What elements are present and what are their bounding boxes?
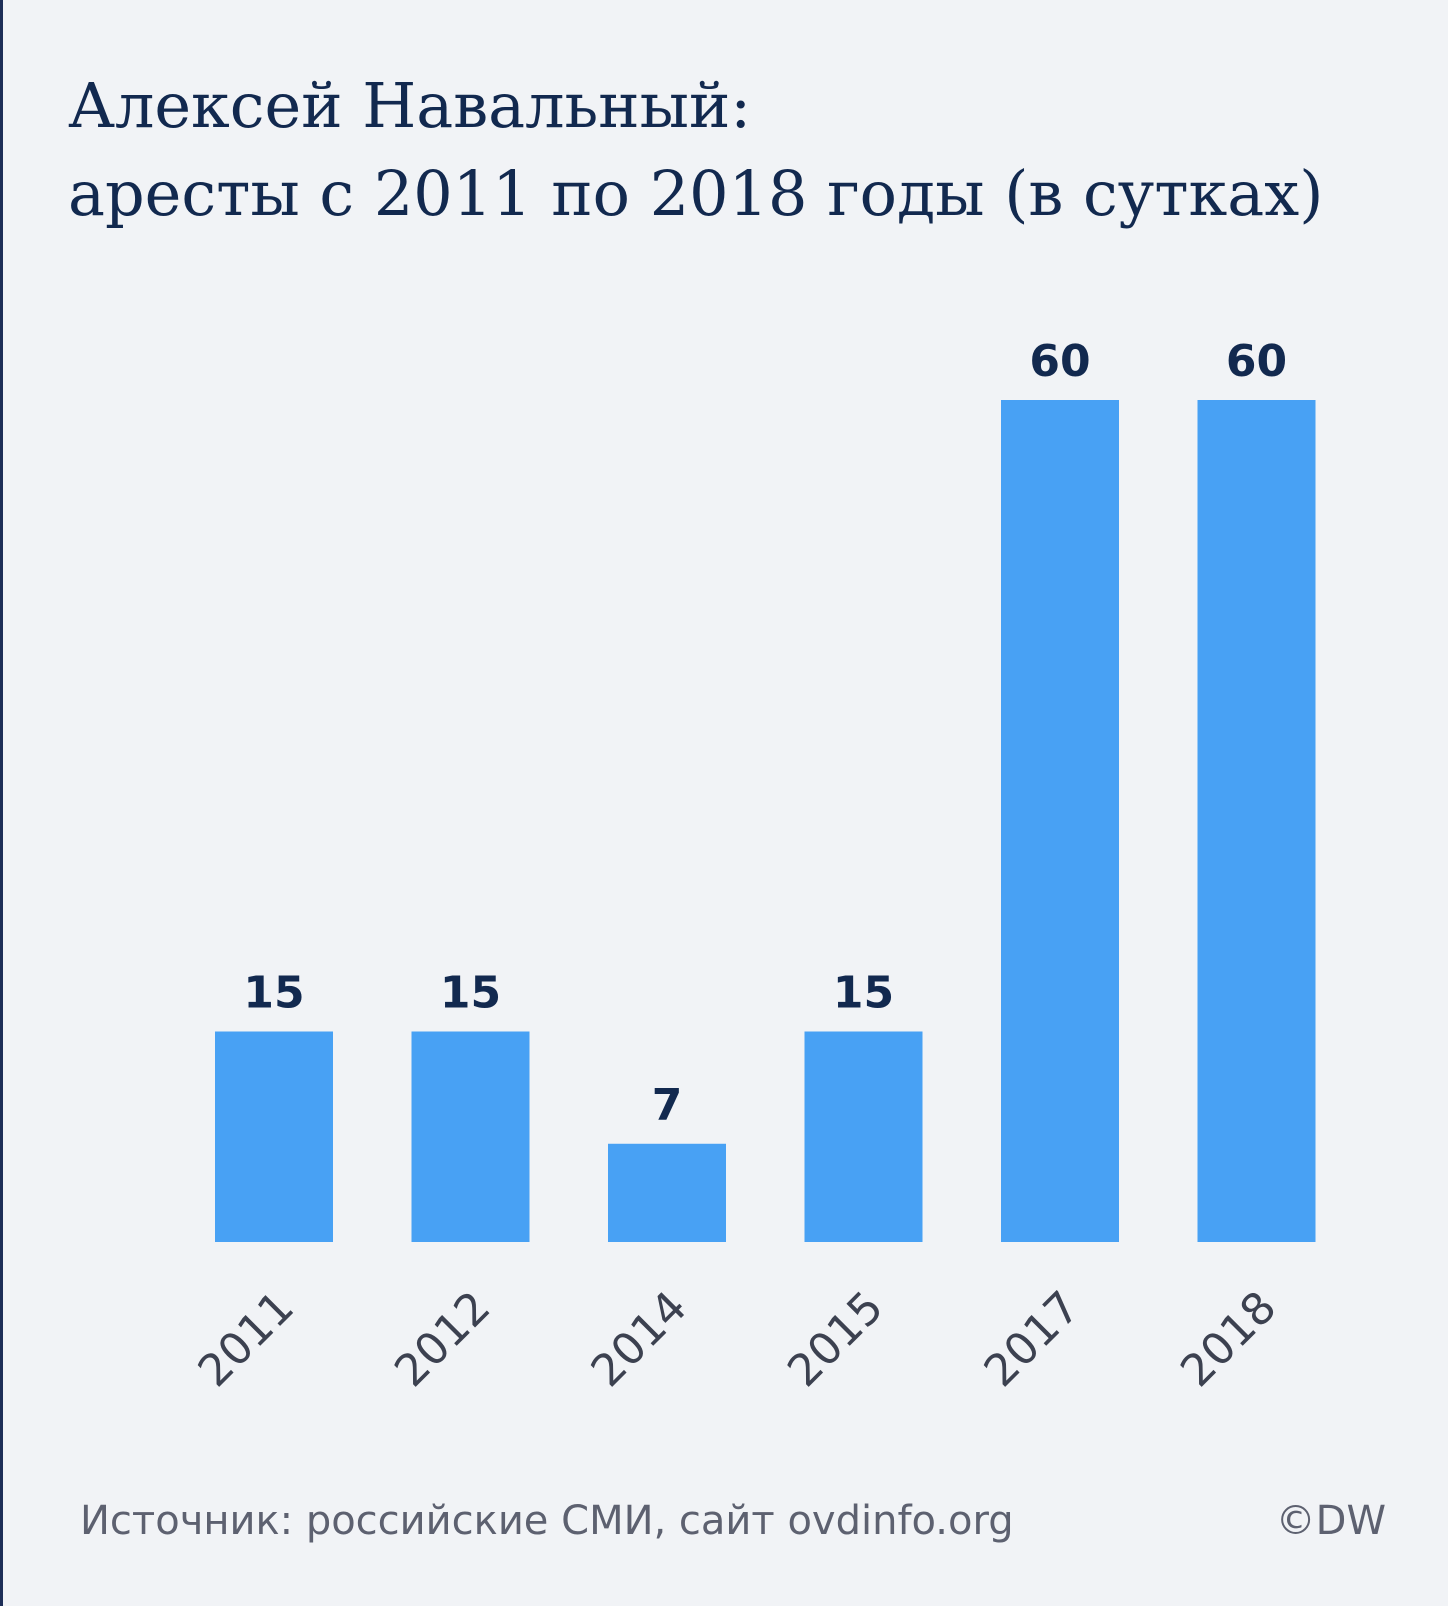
value-label-2014: 7 <box>652 1080 683 1131</box>
x-tick-label-2014: 2014 <box>582 1282 697 1397</box>
bar-2017 <box>1001 400 1119 1242</box>
bar-2015 <box>804 1031 923 1242</box>
x-tick-label-2018: 2018 <box>1171 1282 1286 1397</box>
value-label-2017: 60 <box>1029 336 1090 387</box>
value-label-2018: 60 <box>1226 336 1287 387</box>
credit-note: ©DW <box>1275 1498 1386 1544</box>
bar-2018 <box>1197 400 1316 1242</box>
x-tick-label-2017: 2017 <box>975 1282 1090 1397</box>
value-label-2011: 15 <box>243 968 304 1019</box>
source-note: Источник: российские СМИ, сайт ovdinfo.o… <box>80 1498 1014 1544</box>
bar-2011 <box>215 1031 333 1242</box>
x-tick-label-2012: 2012 <box>385 1282 500 1397</box>
bar-2014 <box>608 1143 726 1242</box>
value-label-2015: 15 <box>833 968 894 1019</box>
x-tick-label-2015: 2015 <box>778 1282 893 1397</box>
chart-title: Алексей Навальный: аресты с 2011 по 2018… <box>68 62 1408 238</box>
chart-title-line-2: аресты с 2011 по 2018 годы (в сутках) <box>68 157 1324 230</box>
chart-title-line-1: Алексей Навальный: <box>68 69 752 142</box>
bar-2012 <box>411 1031 530 1242</box>
value-label-2012: 15 <box>440 968 501 1019</box>
left-accent-rule <box>0 0 3 1606</box>
x-tick-label-2011: 2011 <box>189 1282 304 1397</box>
